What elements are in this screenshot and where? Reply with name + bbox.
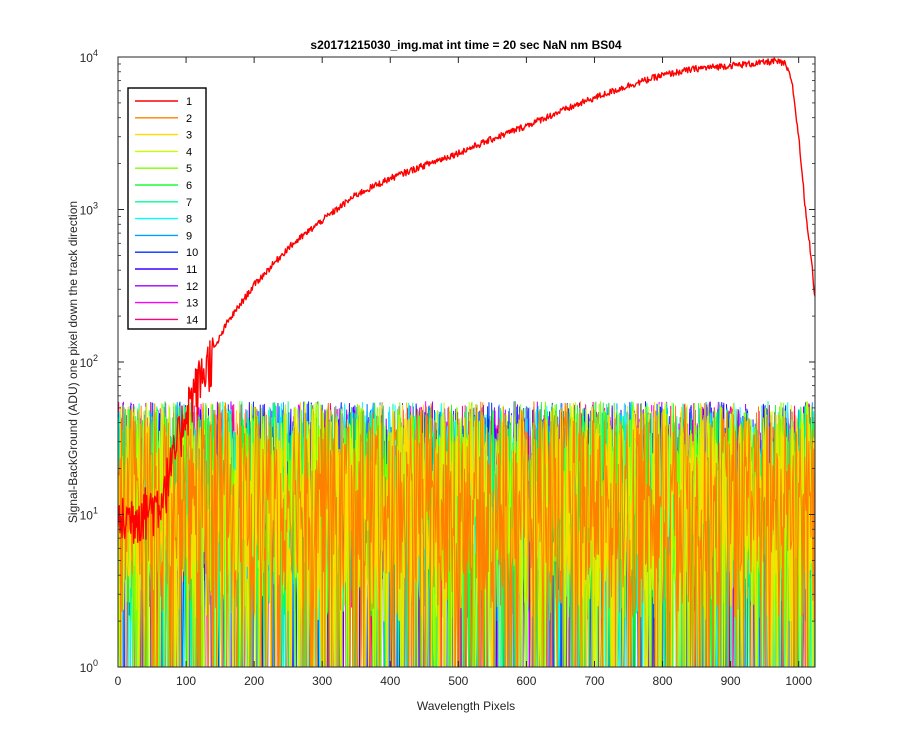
legend-label-5: 5 — [186, 163, 192, 175]
series-layer — [118, 57, 815, 667]
legend-label-8: 8 — [186, 214, 192, 226]
legend-label-3: 3 — [186, 130, 192, 142]
x-tick-label: 400 — [380, 674, 400, 688]
legend-label-10: 10 — [186, 247, 198, 259]
x-tick-label: 200 — [244, 674, 264, 688]
x-axis-label: Wavelength Pixels — [417, 699, 515, 713]
legend-label-11: 11 — [186, 264, 197, 276]
legend-label-14: 14 — [186, 314, 198, 326]
y-tick-label: 100 — [80, 658, 98, 675]
legend-label-9: 9 — [186, 230, 192, 242]
x-tick-label: 700 — [584, 674, 604, 688]
x-tick-label: 0 — [115, 674, 122, 688]
legend-label-7: 7 — [186, 197, 192, 209]
y-tick-label: 101 — [80, 506, 98, 523]
series-1-line — [118, 57, 815, 544]
y-axis-label: Signal-BackGround (ADU) one pixel down t… — [66, 201, 80, 523]
x-tick-label: 500 — [448, 674, 468, 688]
x-tick-label: 900 — [721, 674, 741, 688]
series-2-line — [118, 401, 815, 667]
x-tick-label: 800 — [653, 674, 673, 688]
legend-label-2: 2 — [186, 113, 192, 125]
legend-label-1: 1 — [186, 96, 192, 108]
legend-label-13: 13 — [186, 298, 198, 310]
x-tick-label: 1000 — [785, 674, 812, 688]
y-tick-label: 104 — [80, 48, 98, 65]
y-tick-label: 102 — [80, 353, 98, 370]
x-tick-label: 100 — [176, 674, 196, 688]
y-tick-label: 103 — [80, 201, 98, 218]
chart-title: s20171215030_img.mat int time = 20 sec N… — [310, 38, 622, 52]
ticks-layer: 0 100 200 300 400 500 600 700 800 900 100010010110… — [80, 48, 815, 688]
x-tick-label: 600 — [516, 674, 536, 688]
x-tick-label: 300 — [312, 674, 332, 688]
legend-box — [127, 87, 207, 330]
legend-label-4: 4 — [186, 146, 192, 158]
legend-label-12: 12 — [186, 281, 198, 293]
legend-label-6: 6 — [186, 180, 192, 192]
